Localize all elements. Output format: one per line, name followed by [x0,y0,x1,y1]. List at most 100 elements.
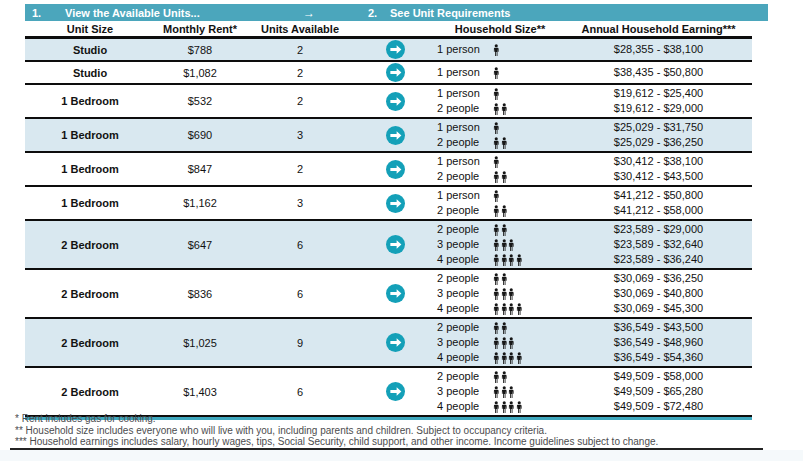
requirement-row: 1 person $19,612 - $25,400 [435,86,752,101]
arrow-right-icon[interactable] [386,194,405,213]
arrow-right-icon[interactable] [386,333,405,352]
person-icon [508,239,515,252]
requirement-row: 3 people $23,589 - $32,640 [435,237,752,252]
step2-number: 2. [368,7,390,19]
person-icon [508,401,515,414]
earning-range: $30,069 - $36,250 [565,271,752,286]
requirement-row: 1 person $38,435 - $50,800 [435,65,752,80]
household-size-label: 1 person [435,42,490,57]
requirement-row: 4 people $36,549 - $54,360 [435,350,752,365]
monthly-rent-cell: $788 [155,44,245,56]
household-size-label: 3 people [435,286,490,301]
requirement-row: 1 person $41,212 - $50,800 [435,188,752,203]
requirement-row: 2 people $49,509 - $58,000 [435,369,752,384]
person-icon [501,239,508,252]
arrow-cell [355,160,435,179]
col-header-units-available: Units Available [245,23,355,35]
requirement-row: 4 people $23,589 - $36,240 [435,252,752,267]
person-icon [493,254,500,267]
requirements-cell: 1 person $19,612 - $25,400 2 people $19,… [435,86,752,116]
unit-size-cell: 2 Bedroom [25,386,155,398]
arrow-cell [355,92,435,111]
monthly-rent-cell: $836 [155,288,245,300]
units-available-cell: 3 [245,197,355,209]
earning-range: $36,549 - $48,960 [565,335,752,350]
person-icons [490,223,565,236]
requirements-cell: 1 person $41,212 - $50,800 2 people $41,… [435,188,752,218]
requirement-row: 1 person $25,029 - $31,750 [435,120,752,135]
earning-range: $23,589 - $32,640 [565,237,752,252]
person-icon [493,322,500,335]
earning-range: $41,212 - $58,000 [565,203,752,218]
person-icons [490,370,565,383]
col-header-unit-size: Unit Size [25,23,155,35]
step1-label: View the Available Units... [65,7,303,19]
requirement-row: 2 people $30,412 - $43,500 [435,169,752,184]
units-available-cell: 2 [245,44,355,56]
person-icons [490,287,565,300]
person-icon [508,254,515,267]
step-arrow-icon: → [303,6,343,20]
requirements-cell: 2 people $49,509 - $58,000 3 people $49,… [435,369,752,414]
person-icon [493,44,500,57]
arrow-right-icon[interactable] [386,382,405,401]
person-icon [516,254,523,267]
person-icons [490,102,565,115]
person-icons [490,336,565,349]
monthly-rent-cell: $1,403 [155,386,245,398]
requirement-row: 1 person $28,355 - $38,100 [435,42,752,57]
person-icon [493,288,500,301]
person-icon [493,88,500,101]
requirement-row: 1 person $30,412 - $38,100 [435,154,752,169]
person-icon [493,337,500,350]
arrow-right-icon[interactable] [386,235,405,254]
person-icons [490,87,565,100]
footnotes: * Rent includes gas for cooking. ** Hous… [15,413,658,448]
household-size-label: 1 person [435,188,490,203]
unit-size-cell: 2 Bedroom [25,288,155,300]
requirement-row: 2 people $36,549 - $43,500 [435,320,752,335]
earning-range: $23,589 - $36,240 [565,252,752,267]
person-icons [490,66,565,79]
person-icons [490,136,565,149]
arrow-right-icon[interactable] [386,126,405,145]
earning-range: $30,069 - $45,300 [565,301,752,316]
household-size-label: 4 people [435,301,490,316]
household-size-label: 1 person [435,65,490,80]
household-size-label: 2 people [435,169,490,184]
person-icon [501,371,508,384]
arrow-cell [355,126,435,145]
person-icon [501,401,508,414]
arrow-right-icon[interactable] [386,92,405,111]
units-table-body: Studio $788 2 1 person $28,355 - $38,100… [25,39,752,417]
arrow-right-icon[interactable] [386,40,405,59]
person-icon [493,103,500,116]
household-size-label: 1 person [435,86,490,101]
person-icons [490,170,565,183]
person-icons [490,400,565,413]
arrow-right-icon[interactable] [386,63,405,82]
step1-number: 1. [32,7,65,19]
arrow-cell [355,284,435,303]
person-icon [493,205,500,218]
household-size-label: 3 people [435,237,490,252]
requirement-row: 4 people $49,509 - $72,480 [435,399,752,414]
earning-range: $49,509 - $72,480 [565,399,752,414]
monthly-rent-cell: $847 [155,163,245,175]
units-available-cell: 3 [245,129,355,141]
person-icon [508,386,515,399]
person-icon [501,224,508,237]
footnote-household-size: ** Household size includes everyone who … [15,425,658,437]
monthly-rent-cell: $1,025 [155,337,245,349]
requirement-row: 2 people $19,612 - $29,000 [435,101,752,116]
unit-size-cell: 1 Bedroom [25,197,155,209]
requirements-cell: 1 person $25,029 - $31,750 2 people $25,… [435,120,752,150]
requirement-row: 2 people $25,029 - $36,250 [435,135,752,150]
arrow-right-icon[interactable] [386,160,405,179]
arrow-cell [355,194,435,213]
person-icon [508,337,515,350]
household-size-label: 3 people [435,335,490,350]
person-icons [490,253,565,266]
arrow-right-icon[interactable] [386,284,405,303]
requirement-row: 3 people $49,509 - $65,280 [435,384,752,399]
